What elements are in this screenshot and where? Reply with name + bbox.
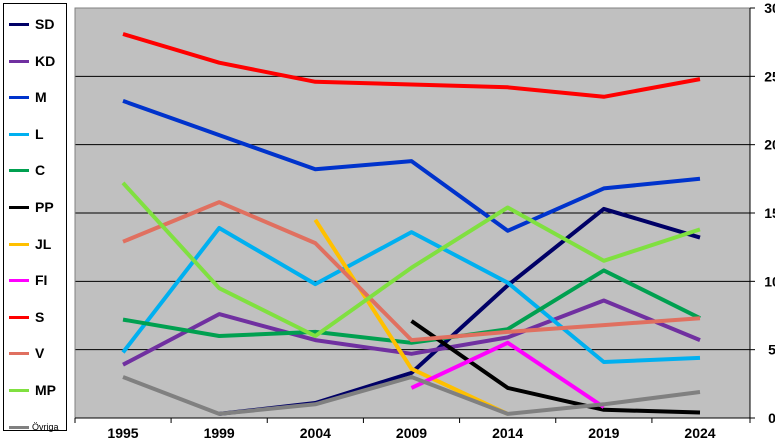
legend-swatch xyxy=(9,352,29,356)
x-tick-label: 2009 xyxy=(396,425,427,441)
legend-swatch xyxy=(9,279,29,283)
legend-item: SD xyxy=(4,14,68,34)
legend-label: KD xyxy=(35,52,56,69)
chart-legend: SD KD M L C PP JL FI S V MP Övriga xyxy=(3,3,68,432)
x-tick-label: 1995 xyxy=(107,425,138,441)
series-line-kd xyxy=(122,298,701,367)
legend-label: MP xyxy=(35,382,56,398)
x-tick-label: 2019 xyxy=(588,425,619,441)
legend-label: JL xyxy=(35,235,52,252)
x-tick-label: 2014 xyxy=(492,425,523,441)
series-lines xyxy=(121,32,701,416)
y-tick-label: 0 xyxy=(768,410,775,426)
x-tick-label: 2024 xyxy=(684,425,715,441)
x-axis: 1995 1999 2004 2009 2014 2019 2024 xyxy=(74,417,751,441)
series-line-m xyxy=(122,99,701,233)
y-tick-label: 25 xyxy=(764,68,775,84)
y-tick-label: 30 xyxy=(764,0,775,16)
legend-swatch xyxy=(9,23,29,26)
legend-item: PP xyxy=(4,197,68,217)
y-tick-label: 5 xyxy=(768,342,775,358)
series-line-mp xyxy=(121,181,701,338)
legend-item: V xyxy=(4,343,68,363)
legend-swatch xyxy=(9,206,29,209)
series-line-fi xyxy=(410,340,605,409)
legend-item: S xyxy=(4,307,68,327)
legend-item: FI xyxy=(4,270,68,290)
legend-item: MP xyxy=(4,380,68,400)
y-axis: 0 5 10 15 20 25 30 xyxy=(749,0,775,426)
legend-item: JL xyxy=(4,234,68,254)
legend-label: Övriga xyxy=(32,421,59,432)
y-tick-label: 10 xyxy=(764,273,775,289)
x-tick-label: 2004 xyxy=(300,425,331,441)
legend-swatch xyxy=(9,59,29,63)
legend-label: FI xyxy=(35,272,48,289)
legend-label: L xyxy=(35,125,44,142)
series-line-l xyxy=(121,226,701,364)
series-line-c xyxy=(122,268,701,345)
legend-item: Övriga xyxy=(4,417,68,437)
legend-label: C xyxy=(35,162,46,179)
legend-item: C xyxy=(4,160,68,180)
legend-swatch xyxy=(9,315,29,319)
legend-label: S xyxy=(35,308,45,325)
legend-swatch xyxy=(9,242,29,246)
legend-swatch xyxy=(9,425,29,429)
series-line-pp xyxy=(410,319,701,415)
y-tick-label: 20 xyxy=(764,137,775,153)
y-tick-label: 15 xyxy=(764,205,775,221)
legend-label: SD xyxy=(35,16,55,32)
legend-swatch xyxy=(9,389,29,392)
legend-swatch xyxy=(9,132,29,136)
legend-label: V xyxy=(35,345,45,362)
legend-label: PP xyxy=(35,199,54,215)
legend-item: L xyxy=(4,124,68,144)
legend-swatch xyxy=(9,169,29,173)
legend-swatch xyxy=(9,96,29,100)
x-tick-label: 1999 xyxy=(204,425,235,441)
series-line-s xyxy=(122,32,701,99)
legend-item: KD xyxy=(4,51,68,71)
gridlines xyxy=(75,75,750,351)
legend-label: M xyxy=(35,89,47,106)
legend-item: M xyxy=(4,87,68,107)
